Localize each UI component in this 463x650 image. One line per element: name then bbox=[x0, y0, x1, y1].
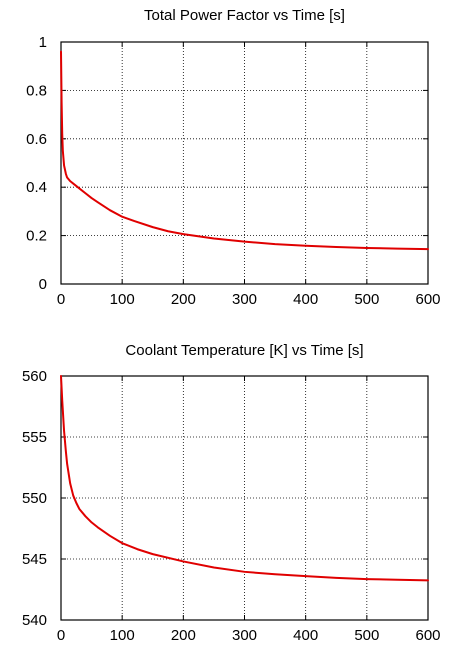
coolant-temperature-plot-frame bbox=[60, 375, 429, 621]
coolant-temperature-x-tick-label: 500 bbox=[354, 627, 379, 644]
power-factor-series-line bbox=[60, 50, 429, 251]
coolant-temperature-x-tick-label: 600 bbox=[415, 627, 440, 644]
coolant-temperature-x-tick-label: 400 bbox=[293, 627, 318, 644]
power-factor-y-tick-label: 0.6 bbox=[26, 131, 47, 148]
power-factor-x-tick-label: 400 bbox=[293, 291, 318, 308]
power-factor-x-tick-label: 0 bbox=[57, 291, 65, 308]
coolant-temperature-x-tick-label: 0 bbox=[57, 627, 65, 644]
coolant-temperature-y-tick-label: 545 bbox=[22, 551, 47, 568]
coolant-temperature-y-tick-label: 555 bbox=[22, 429, 47, 446]
coolant-temperature-x-tick-label: 300 bbox=[232, 627, 257, 644]
coolant-temperature-x-tick-label: 200 bbox=[171, 627, 196, 644]
power-factor-y-tick-label: 0.4 bbox=[26, 179, 47, 196]
power-factor-y-tick-label: 0 bbox=[39, 276, 47, 293]
power-factor-y-tick-label: 1 bbox=[39, 34, 47, 51]
coolant-temperature-chart: Coolant Temperature [K] vs Time [s] 0 100 2… bbox=[22, 342, 441, 644]
power-factor-plot-frame bbox=[60, 41, 429, 285]
coolant-temperature-y-tick-label: 550 bbox=[22, 490, 47, 507]
coolant-temperature-x-tick-label: 100 bbox=[110, 627, 135, 644]
power-factor-y-tick-label: 0.8 bbox=[26, 82, 47, 99]
power-factor-y-tick-label: 0.2 bbox=[26, 228, 47, 245]
power-factor-x-tick-label: 300 bbox=[232, 291, 257, 308]
power-factor-x-tick-label: 600 bbox=[415, 291, 440, 308]
coolant-temperature-y-tick-label: 560 bbox=[22, 368, 47, 385]
power-factor-x-tick-label: 500 bbox=[354, 291, 379, 308]
power-factor-x-tick-label: 100 bbox=[110, 291, 135, 308]
power-factor-chart: Total Power Factor vs Time [s] 0 100 200 300… bbox=[26, 7, 440, 308]
power-factor-title: Total Power Factor vs Time [s] bbox=[144, 7, 345, 24]
coolant-temperature-series-line bbox=[60, 375, 429, 582]
coolant-temperature-y-tick-label: 540 bbox=[22, 612, 47, 629]
coolant-temperature-title: Coolant Temperature [K] vs Time [s] bbox=[125, 342, 363, 359]
power-factor-x-tick-label: 200 bbox=[171, 291, 196, 308]
